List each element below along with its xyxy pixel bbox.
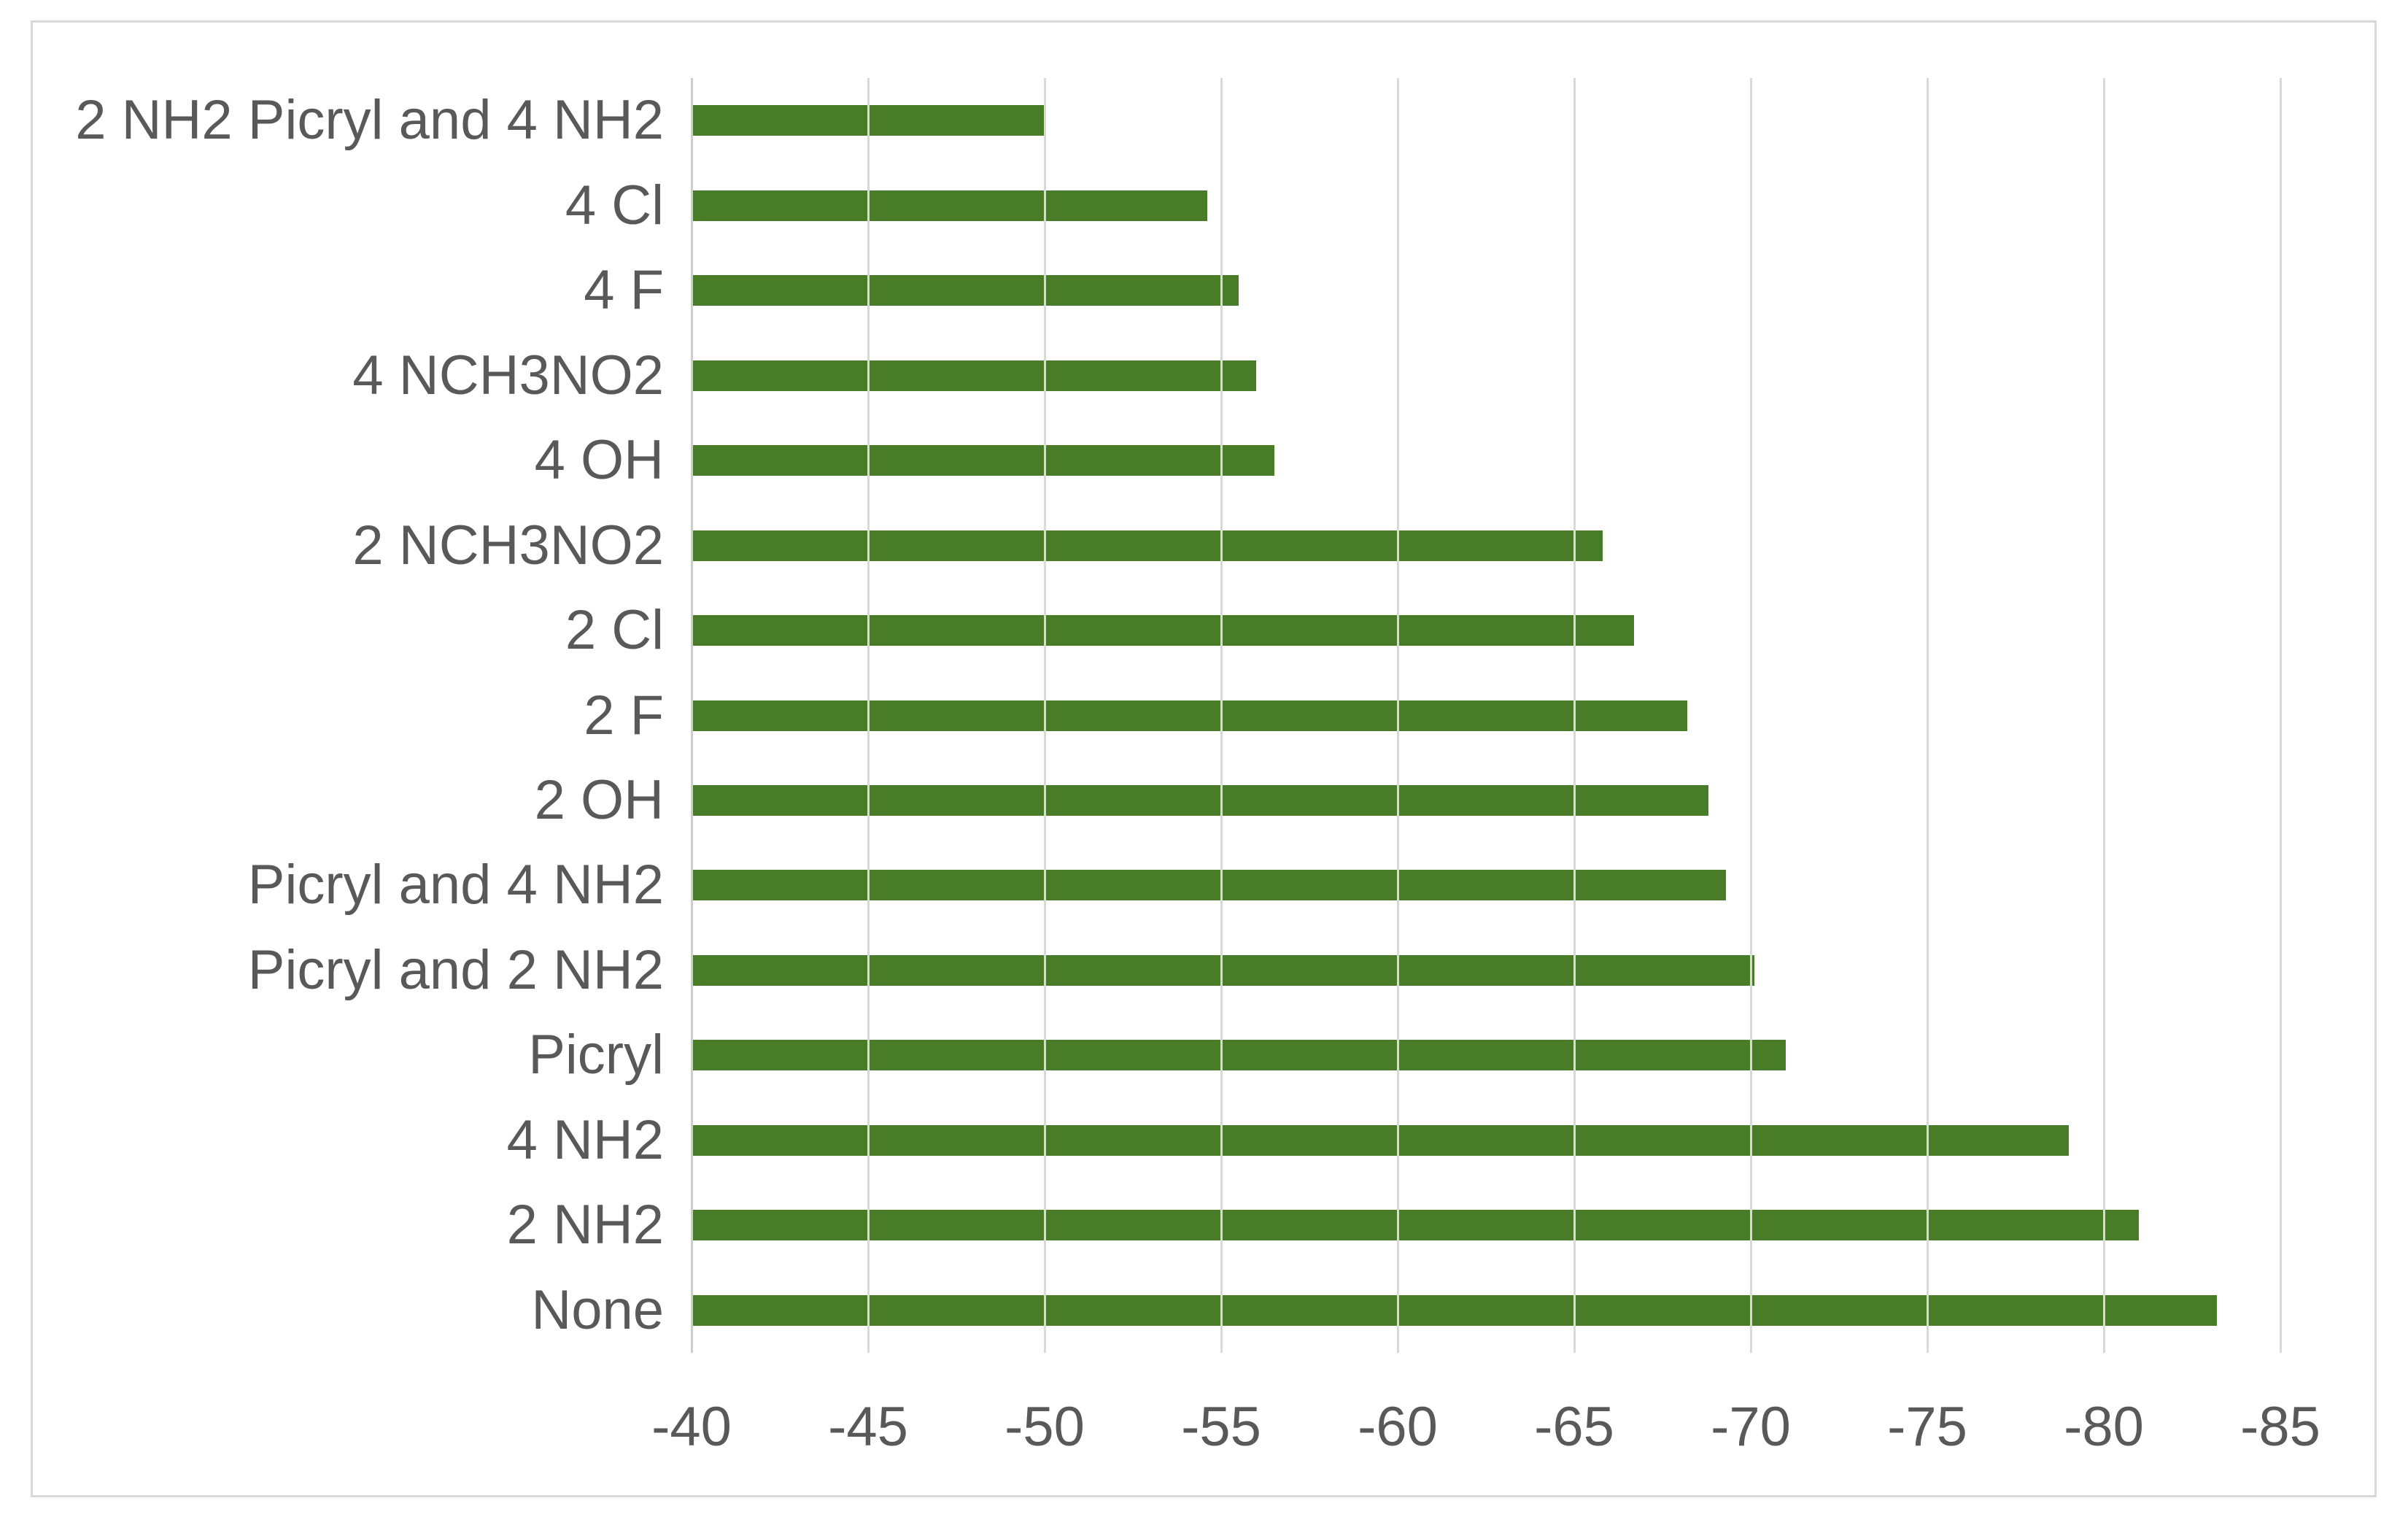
bar-row <box>692 1098 2280 1183</box>
value-axis-tick-label: -75 <box>1887 1396 1967 1458</box>
category-label: 4 Cl <box>565 174 664 236</box>
bar-row <box>692 418 2280 503</box>
gridline <box>867 78 870 1353</box>
bar-row <box>692 843 2280 927</box>
value-axis-tick-label: -40 <box>651 1396 732 1458</box>
bar-4-cl <box>692 190 1207 221</box>
bar-series <box>692 78 2280 1353</box>
category-label: 2 NCH3NO2 <box>352 514 664 576</box>
bar-row <box>692 1013 2280 1097</box>
category-label: 4 F <box>584 259 664 322</box>
bar-row <box>692 1268 2280 1353</box>
bar-row <box>692 673 2280 757</box>
bar-2-nch3no2 <box>692 530 1603 561</box>
category-label: Picryl <box>528 1024 664 1086</box>
category-label: None <box>531 1278 664 1341</box>
bar-4-nh2 <box>692 1124 2069 1156</box>
bar-2-f <box>692 700 1687 731</box>
bar-4-f <box>692 275 1239 306</box>
value-axis-tick-label: -55 <box>1181 1396 1261 1458</box>
value-axis-tick-label: -60 <box>1358 1396 1438 1458</box>
bar-none <box>692 1294 2217 1326</box>
category-label: Picryl and 4 NH2 <box>247 854 664 916</box>
value-axis-tick-label: -80 <box>2064 1396 2144 1458</box>
bar-row <box>692 1183 2280 1267</box>
gridline <box>1573 78 1576 1353</box>
category-label: 2 OH <box>534 768 664 831</box>
category-label: 2 NH2 <box>506 1194 664 1256</box>
category-label: 4 NH2 <box>506 1108 664 1171</box>
value-axis-tick-label: -50 <box>1004 1396 1085 1458</box>
category-axis-labels: 2 NH2 Picryl and 4 NH2 4 Cl 4 F 4 NCH3NO2 4 … <box>33 78 664 1353</box>
category-label: 2 F <box>584 684 664 746</box>
bar-picryl <box>692 1040 1786 1071</box>
category-label: Picryl and 2 NH2 <box>247 938 664 1001</box>
category-label: 2 Cl <box>565 599 664 662</box>
category-label: 4 OH <box>534 429 664 492</box>
bar-4-oh <box>692 445 1274 476</box>
category-label: 4 NCH3NO2 <box>352 344 664 406</box>
bar-row <box>692 588 2280 673</box>
bar-row <box>692 928 2280 1013</box>
gridline <box>2103 78 2105 1353</box>
bar-row <box>692 758 2280 843</box>
plot-area <box>691 78 2282 1353</box>
gridline <box>1044 78 1046 1353</box>
gridline <box>1927 78 1929 1353</box>
chart-frame: 2 NH2 Picryl and 4 NH2 4 Cl 4 F 4 NCH3NO2 4 … <box>31 20 2377 1497</box>
bar-row <box>692 503 2280 587</box>
value-axis-tick-labels: -40 -45 -50 -55 -60 -65 -70 -75 -80 -85 <box>651 1396 2320 1458</box>
bar-4-nch3no2 <box>692 360 1257 391</box>
bar-2-cl <box>692 615 1635 646</box>
value-axis-tick-label: -70 <box>1711 1396 1791 1458</box>
gridline <box>2280 78 2282 1353</box>
bar-row <box>692 163 2280 247</box>
gridline <box>1397 78 1399 1353</box>
bar-row <box>692 333 2280 417</box>
bar-picryl-and-4-nh2 <box>692 870 1727 901</box>
category-label: 2 NH2 Picryl and 4 NH2 <box>75 89 664 152</box>
value-axis-tick-label: -65 <box>1534 1396 1614 1458</box>
value-axis-tick-label: -45 <box>828 1396 908 1458</box>
bar-2-oh <box>692 784 1708 816</box>
bar-2-nh2 <box>692 1210 2140 1241</box>
gridline <box>1220 78 1223 1353</box>
bar-row <box>692 78 2280 163</box>
bar-picryl-and-2-nh2 <box>692 954 1754 986</box>
value-axis-line <box>691 78 693 1353</box>
bar-row <box>692 248 2280 333</box>
gridline <box>1750 78 1752 1353</box>
value-axis-tick-label: -85 <box>2240 1396 2320 1458</box>
